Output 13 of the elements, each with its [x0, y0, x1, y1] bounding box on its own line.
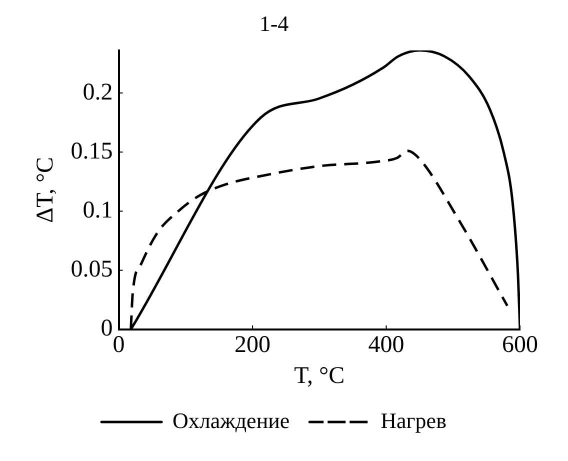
y-axis-title: ΔT, °C: [32, 156, 59, 223]
y-tick-label: 0.05: [70, 256, 113, 283]
y-tick-label: 0.2: [82, 79, 113, 106]
legend-label: Нагрев: [380, 408, 446, 433]
x-tick-label: 200: [234, 332, 271, 358]
y-tick-label: 0.15: [70, 138, 113, 164]
x-tick-label: 600: [502, 332, 538, 358]
legend-label: Охлаждение: [172, 408, 290, 433]
x-axis-title: T, °C: [294, 362, 345, 389]
y-tick-label: 0.1: [82, 197, 113, 224]
chart-title: 1-4: [259, 10, 289, 36]
y-tick-label: 0: [100, 316, 113, 342]
x-tick-label: 400: [368, 332, 404, 358]
